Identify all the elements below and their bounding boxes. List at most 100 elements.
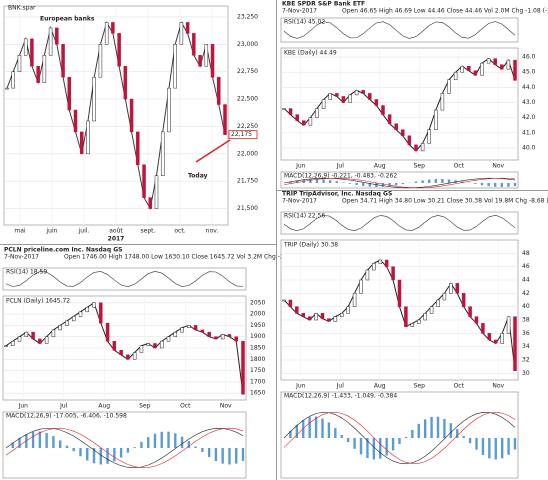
y-tick-label: 21,500 [237, 205, 258, 212]
candle [307, 316, 312, 321]
candle [154, 175, 159, 209]
y-tick-label: 32 [522, 357, 530, 364]
candle [166, 336, 171, 342]
candle [394, 123, 398, 130]
macd-histogram [375, 183, 378, 187]
candle [139, 345, 144, 353]
y-tick-label: 48 [522, 250, 530, 257]
macd-histogram [488, 438, 491, 459]
candle [354, 90, 359, 96]
macd-histogram [494, 438, 497, 460]
candle [468, 306, 472, 317]
macd-histogram [79, 448, 82, 457]
macd-histogram [201, 448, 204, 452]
candle [112, 340, 117, 351]
y-tick-label: 23,250 [237, 13, 258, 20]
x-tick-label: Nov [220, 403, 232, 410]
rsi-panel [280, 17, 519, 43]
macd-histogram [228, 448, 231, 465]
macd-histogram [86, 448, 89, 461]
y-tick-label: 2000 [250, 311, 265, 318]
y-tick-label: 1700 [250, 378, 265, 385]
macd-histogram [119, 448, 123, 458]
macd-histogram [180, 436, 184, 448]
macd-histogram [436, 416, 440, 438]
symbol: BNK.spar [8, 5, 36, 12]
macd-histogram [480, 183, 484, 186]
x-tick-label: Nov [492, 383, 504, 390]
macd-histogram [235, 448, 238, 464]
candle [474, 316, 479, 324]
candle [486, 58, 491, 64]
candle [407, 135, 412, 146]
candle [461, 293, 466, 307]
legend: TRIP (Daily) 30.38 [283, 242, 338, 249]
candle [410, 323, 415, 327]
x-tick-label: mai [14, 228, 26, 235]
candle [387, 114, 392, 124]
candle [167, 87, 171, 133]
candle [397, 279, 402, 307]
candle [160, 131, 165, 176]
candle [384, 259, 389, 267]
macd-histogram [335, 181, 338, 183]
candle [288, 299, 293, 307]
candle [442, 293, 447, 301]
candle [142, 164, 146, 198]
rsi-line [283, 21, 516, 39]
date: 7-Nov-2017 [282, 8, 317, 15]
date: 7-Nov-2017 [4, 254, 39, 261]
quote: Open 34.71 High 34.80 Low 30.21 Close 30… [342, 198, 548, 205]
candle [460, 65, 464, 73]
macd-histogram [31, 431, 35, 448]
candle [48, 27, 53, 56]
candle [146, 343, 150, 346]
y-tick-label: 44 [522, 277, 530, 284]
candle [11, 71, 15, 89]
y-tick-label: 34 [522, 343, 530, 350]
candle [55, 27, 59, 45]
candle [302, 120, 306, 126]
macd-histogram [207, 448, 211, 457]
chart-title: PCLN priceline.com Inc. Nasdaq GS [4, 247, 122, 254]
macd-panel [280, 171, 519, 189]
candle [434, 109, 438, 130]
signal-line [283, 411, 516, 465]
macd-histogram [153, 433, 157, 448]
candle [327, 318, 331, 322]
macd-histogram [417, 423, 420, 438]
candle [78, 311, 83, 317]
candle [207, 331, 211, 337]
y-tick-label: 1800 [250, 356, 265, 363]
macd-histogram [289, 181, 292, 183]
candle [214, 336, 218, 340]
candle [404, 306, 408, 327]
candle [99, 302, 103, 324]
candle [481, 323, 485, 334]
plot-area [280, 239, 519, 381]
candle [423, 313, 427, 321]
macd-histogram [513, 183, 517, 187]
candle [61, 44, 65, 78]
rsi-panel [2, 267, 247, 291]
macd-histogram [454, 180, 457, 183]
candle [414, 144, 418, 152]
macd-histogram [411, 429, 414, 438]
x-tick-label: Jun [295, 383, 306, 390]
candle [193, 325, 198, 331]
macd-histogram [428, 179, 431, 183]
y-tick-label: 41.0 [522, 129, 536, 136]
candle [447, 79, 451, 94]
y-tick-label: 43.0 [522, 99, 536, 106]
candle [105, 322, 110, 342]
quote: Open 46.65 High 46.69 Low 44.46 Close 44… [342, 8, 548, 15]
candle [132, 352, 137, 360]
macd-histogram [187, 441, 191, 448]
macd-histogram [481, 438, 485, 455]
candle [420, 143, 425, 152]
candle [513, 316, 517, 372]
candle [51, 329, 56, 337]
candle [368, 93, 372, 100]
y-tick-label: 38 [522, 317, 530, 324]
